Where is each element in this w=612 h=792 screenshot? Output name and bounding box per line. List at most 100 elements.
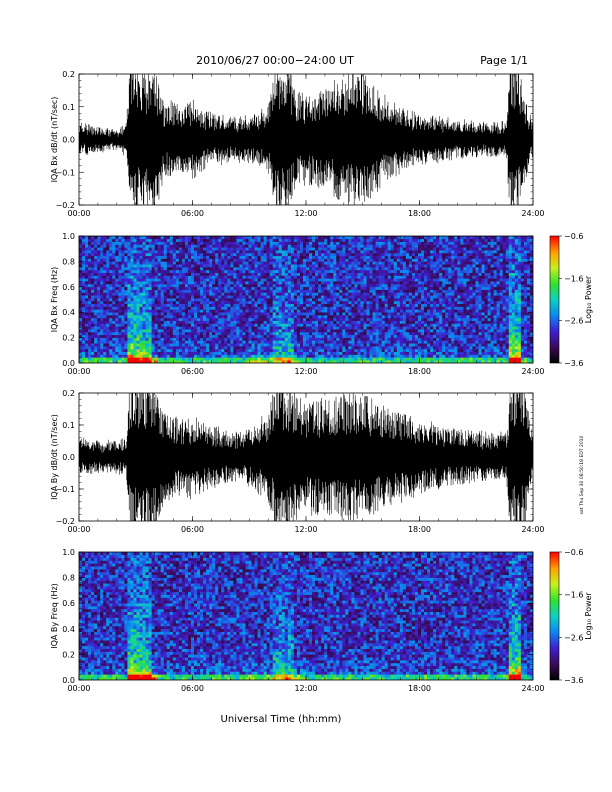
spectrogram-cell	[178, 312, 183, 316]
spectrogram-cell	[254, 255, 258, 259]
spectrogram-cell	[354, 340, 358, 344]
spectrogram-cell	[200, 303, 204, 307]
spectrogram-cell	[163, 317, 168, 321]
spectrogram-cell	[79, 281, 83, 285]
spectrogram-cell	[390, 250, 395, 254]
spectrogram-cell	[218, 281, 222, 285]
spectrogram-cell	[321, 343, 325, 347]
spectrogram-cell	[339, 360, 343, 363]
spectrogram-cell	[212, 278, 216, 282]
spectrogram-cell	[97, 289, 101, 293]
spectrogram-cell	[354, 236, 358, 240]
spectrogram-cell	[187, 357, 192, 361]
spectrogram-cell	[187, 295, 192, 299]
spectrogram-cell	[399, 275, 404, 279]
spectrogram-cell	[318, 261, 322, 265]
spectrogram-cell	[172, 258, 177, 262]
spectrogram-cell	[194, 292, 198, 296]
spectrogram-cell	[145, 340, 149, 344]
spectrogram-cell	[227, 340, 231, 344]
spectrogram-cell	[293, 312, 298, 316]
spectrogram-cell	[290, 323, 295, 327]
spectrogram-cell	[360, 244, 364, 248]
spectrogram-cell	[378, 326, 382, 330]
spectrogram-cell	[387, 250, 392, 254]
spectrogram-cell	[227, 261, 231, 265]
spectrogram-cell	[254, 238, 258, 242]
spectrogram-cell	[339, 258, 343, 262]
spectrogram-cell	[330, 309, 334, 313]
spectrogram-cell	[372, 267, 376, 271]
spectrogram-cell	[148, 354, 152, 358]
spectrogram-cell	[236, 312, 240, 316]
spectrogram-cell	[224, 312, 228, 316]
spectrogram-cell	[233, 275, 237, 279]
spectrogram-cell	[212, 306, 216, 310]
spectrogram-cell	[342, 283, 346, 288]
spectrogram-cell	[257, 360, 261, 363]
spectrogram-cell	[393, 252, 398, 257]
spectrogram-cell	[266, 275, 270, 279]
spectrogram-cell	[130, 348, 134, 353]
spectrogram-cell	[175, 312, 180, 316]
spectrogram-cell	[181, 331, 186, 336]
spectrogram-cell	[79, 351, 83, 355]
spectrogram-cell	[139, 340, 143, 344]
spectrogram-cell	[197, 292, 201, 296]
spectrogram-cell	[172, 269, 177, 273]
spectrogram-cell	[339, 236, 343, 240]
spectrogram-cell	[218, 348, 222, 353]
spectrogram-cell	[296, 255, 301, 259]
spectrogram-cell	[112, 298, 116, 302]
spectrogram-cell	[257, 317, 261, 321]
spectrogram-cell	[181, 354, 186, 358]
spectrogram-cell	[360, 272, 364, 276]
spectrogram-cell	[124, 312, 128, 316]
spectrogram-cell	[218, 292, 222, 296]
spectrogram-cell	[296, 312, 301, 316]
spectrogram-cell	[257, 244, 261, 248]
spectrogram-cell	[287, 244, 292, 248]
spectrogram-cell	[221, 283, 225, 288]
spectrogram-cell	[85, 351, 89, 355]
spectrogram-cell	[148, 241, 152, 245]
spectrogram-cell	[287, 295, 292, 299]
spectrogram-cell	[115, 255, 119, 259]
spectrogram-cell	[393, 348, 398, 353]
spectrogram-cell	[233, 269, 237, 273]
spectrogram-cell	[212, 275, 216, 279]
spectrogram-cell	[233, 278, 237, 282]
spectrogram-cell	[206, 247, 210, 251]
spectrogram-cell	[387, 236, 392, 240]
spectrogram-cell	[175, 317, 180, 321]
spectrogram-cell	[133, 312, 137, 316]
spectrogram-cell	[384, 292, 389, 296]
spectrogram-cell	[97, 357, 101, 361]
spectrogram-cell	[390, 346, 395, 350]
spectrogram-cell	[299, 357, 304, 361]
spectrogram-cell	[230, 298, 234, 302]
spectrogram-cell	[94, 309, 98, 313]
spectrogram-cell	[136, 340, 140, 344]
spectrogram-cell	[154, 283, 158, 288]
spectrogram-cell	[290, 283, 295, 288]
spectrogram-cell	[251, 269, 255, 273]
spectrogram-cell	[375, 351, 379, 355]
spectrogram-cell	[175, 272, 180, 276]
spectrogram-cell	[302, 241, 307, 245]
spectrogram-cell	[275, 292, 280, 296]
x-tick-label: 24:00	[521, 209, 544, 218]
spectrogram-cell	[203, 298, 207, 302]
spectrogram-cell	[230, 320, 234, 324]
spectrogram-cell	[378, 312, 382, 316]
spectrogram-cell	[139, 238, 143, 242]
x-tick-label: 06:00	[181, 209, 204, 218]
spectrogram-cell	[79, 236, 83, 240]
spectrogram-cell	[345, 320, 349, 324]
spectrogram-cell	[399, 312, 404, 316]
spectrogram-cell	[257, 250, 261, 254]
spectrogram-cell	[230, 283, 234, 288]
spectrogram-cell	[139, 258, 143, 262]
spectrogram-cell	[148, 309, 152, 313]
spectrogram-cell	[127, 255, 131, 259]
